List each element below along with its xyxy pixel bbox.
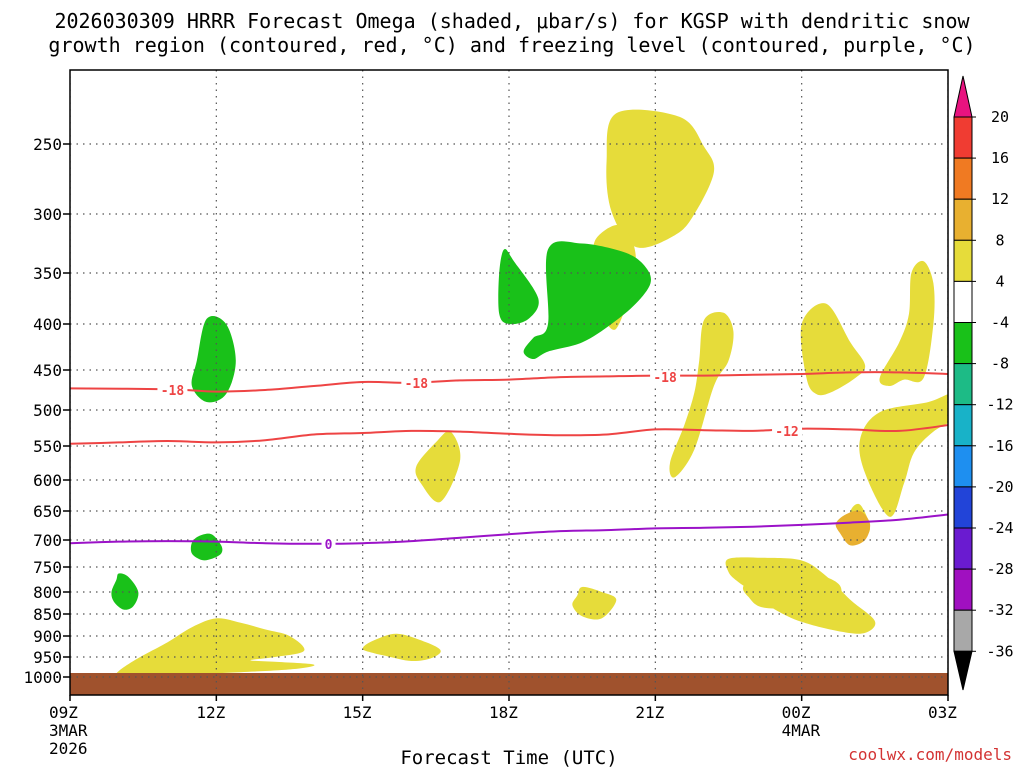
dendritic-label-0-2: -18 [653, 371, 677, 386]
dendritic-label-bg-1-0 [772, 423, 803, 438]
y-tick-label-300: 300 [33, 205, 62, 224]
chart-title-line-2: growth region (contoured, red, °C) and f… [48, 33, 975, 57]
colorbar-segment-6 [953, 363, 973, 406]
freezing-level-contour-0 [70, 513, 948, 545]
colorbar-label-3: 8 [995, 231, 1004, 249]
y-axis-ticks: 250 300 350 400 450 500 550 600 650 700 750 800 850 9… [23, 135, 70, 687]
y-tick-label-850: 850 [33, 605, 62, 624]
colorbar-label-6: -8 [991, 355, 1009, 373]
y-tick-label-250: 250 [33, 135, 62, 154]
x-tick-year-09Z: 2026 [49, 739, 88, 758]
colorbar-label-13: -36 [986, 642, 1013, 660]
colorbar-segment-10 [953, 527, 973, 570]
colorbar-segment-11 [953, 568, 973, 611]
y-tick-label-950: 950 [33, 648, 62, 667]
freezing-level-label-0-0: 0 [325, 538, 333, 553]
colorbar-label-2: 12 [991, 190, 1009, 208]
omega-negative-area-16 [523, 241, 651, 359]
colorbar-segment-3 [953, 239, 973, 282]
omega-positive-area-6 [415, 430, 461, 503]
colorbar-label-10: -24 [986, 519, 1013, 537]
colorbar-segment-0 [953, 116, 973, 159]
colorbar-label-0: 20 [991, 108, 1009, 126]
x-tick-label-12Z: 12Z [196, 703, 225, 722]
y-tick-label-1000: 1000 [23, 668, 62, 687]
omega-positive-area-4 [859, 394, 948, 517]
colorbar-label-11: -28 [986, 560, 1013, 578]
y-tick-label-550: 550 [33, 437, 62, 456]
contour-labels: -18 -18 -18 -12 0 [157, 370, 803, 553]
x-tick-label-00Z: 00Z [782, 703, 811, 722]
dendritic-label-0-0: -18 [161, 384, 185, 399]
dendritic-contour-0 [70, 371, 948, 393]
x-tick-label-21Z: 21Z [635, 703, 664, 722]
colorbar-segment-12 [953, 609, 973, 652]
y-tick-label-650: 650 [33, 502, 62, 521]
x-tick-date-09Z: 3MAR [49, 721, 88, 740]
omega-positive-area-3 [879, 260, 935, 387]
y-tick-label-800: 800 [33, 583, 62, 602]
omega-negative-area-17 [111, 573, 139, 610]
terrain-fill [70, 673, 948, 695]
colorbar-segment-8 [953, 445, 973, 488]
omega-positive-area-1 [669, 311, 734, 478]
x-tick-label-15Z: 15Z [343, 703, 372, 722]
freezing-level-label-bg-0-0 [321, 536, 336, 551]
dendritic-label-1-0: -12 [775, 425, 798, 440]
colorbar-label-7: -12 [986, 396, 1013, 414]
y-tick-label-500: 500 [33, 401, 62, 420]
credit-text: coolwx.com/models [848, 745, 1012, 764]
omega-areas [111, 109, 948, 676]
dendritic-label-0-1: -18 [405, 377, 429, 392]
colorbar-label-8: -16 [986, 437, 1013, 455]
omega-negative-area-15 [190, 533, 223, 561]
colorbar-label-1: 16 [991, 149, 1009, 167]
colorbar-segment-9 [953, 486, 973, 529]
x-tick-label-09Z: 09Z [49, 703, 78, 722]
colorbar-segment-2 [953, 198, 973, 241]
omega-positive-area-0 [606, 109, 715, 248]
y-tick-label-900: 900 [33, 627, 62, 646]
y-tick-label-400: 400 [33, 315, 62, 334]
colorbar-label-5: -4 [991, 314, 1009, 332]
colorbar-segment-4 [953, 280, 973, 323]
omega-negative-area-14 [191, 315, 236, 403]
x-tick-label-03Z: 03Z [928, 703, 957, 722]
dendritic-label-bg-0-1 [401, 375, 432, 390]
colorbar-label-12: -32 [986, 601, 1013, 619]
colorbar-label-4: 4 [995, 272, 1004, 290]
colorbar-segment-5 [953, 322, 973, 365]
omega-positive-area-11 [362, 633, 441, 662]
y-tick-label-750: 750 [33, 558, 62, 577]
colorbar-segment-1 [953, 157, 973, 200]
omega-positive-area-18 [835, 510, 871, 546]
colorbar: 20 16 12 8 4 -4 -8 -12 -16 -20 -24 -28 -32 -36 [953, 75, 1014, 691]
y-tick-label-700: 700 [33, 531, 62, 550]
dendritic-label-bg-0-0 [157, 383, 188, 397]
y-tick-label-450: 450 [33, 361, 62, 380]
omega-positive-area-10 [572, 586, 617, 620]
omega-positive-area-12 [116, 618, 315, 676]
colorbar-top-triangle [953, 75, 973, 118]
dendritic-label-bg-0-2 [650, 370, 681, 385]
x-axis-title: Forecast Time (UTC) [400, 747, 617, 768]
omega-positive-area-9 [742, 570, 842, 609]
y-tick-label-600: 600 [33, 471, 62, 490]
colorbar-bottom-triangle [953, 650, 973, 691]
colorbar-label-9: -20 [986, 478, 1013, 496]
terrain-layer [70, 673, 948, 695]
colorbar-segment-7 [953, 404, 973, 447]
chart-title-line-1: 2026030309 HRRR Forecast Omega (shaded, … [54, 9, 970, 33]
x-tick-date-00Z: 4MAR [782, 721, 821, 740]
x-tick-label-18Z: 18Z [489, 703, 518, 722]
y-tick-label-350: 350 [33, 264, 62, 283]
